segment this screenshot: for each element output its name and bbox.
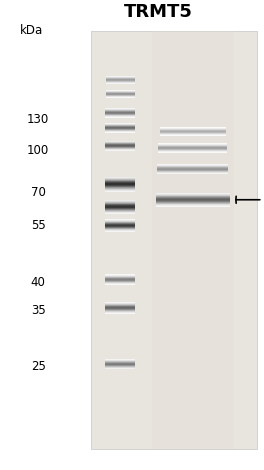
Bar [91, 31, 257, 449]
Text: 35: 35 [31, 304, 46, 317]
Text: 25: 25 [31, 360, 46, 373]
Text: 40: 40 [31, 275, 46, 289]
Text: 130: 130 [27, 113, 49, 126]
Text: 70: 70 [31, 186, 46, 199]
Bar [152, 31, 234, 449]
Text: TRMT5: TRMT5 [124, 3, 193, 21]
Text: 55: 55 [31, 219, 46, 232]
Text: kDa: kDa [20, 24, 43, 37]
Text: 100: 100 [27, 144, 49, 157]
